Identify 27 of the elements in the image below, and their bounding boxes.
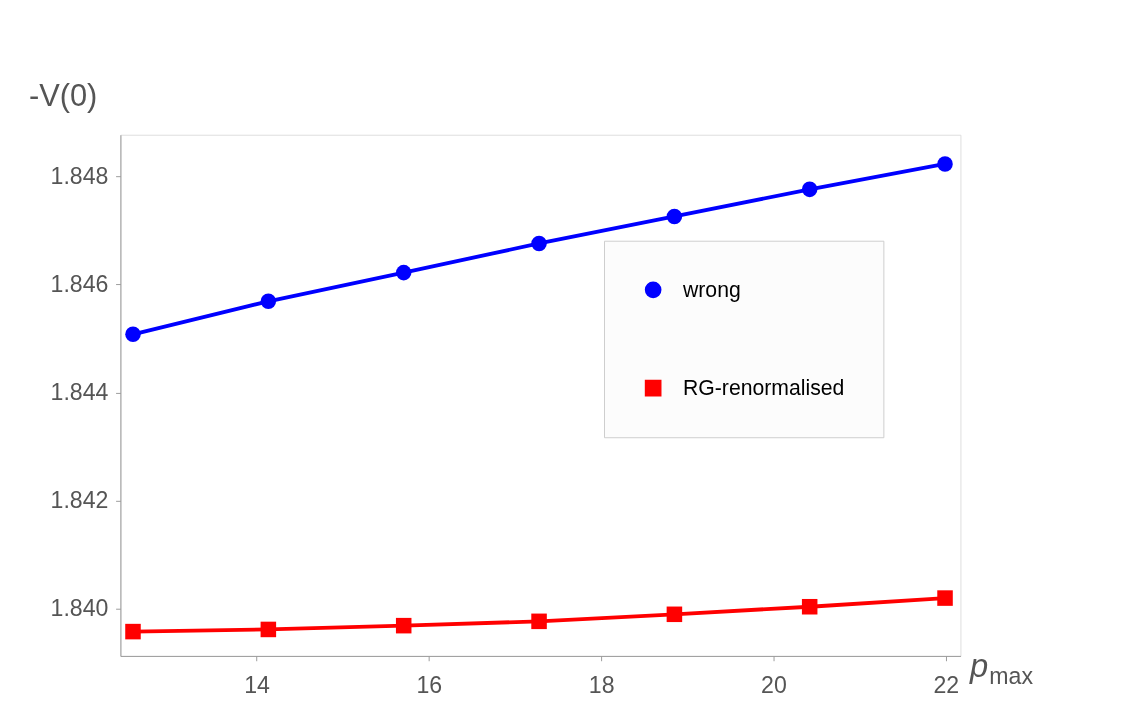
point xyxy=(937,156,953,172)
point xyxy=(666,606,683,623)
point xyxy=(125,326,141,343)
y-tick-label: 1.848 xyxy=(50,162,109,189)
point xyxy=(395,617,412,634)
point xyxy=(531,613,547,630)
point xyxy=(666,208,683,225)
x-tick-label: 14 xyxy=(244,672,271,699)
legend-label: RG-renormalised xyxy=(683,375,845,399)
y-axis-title: -V(0) xyxy=(28,77,98,113)
y-tick-label: 1.844 xyxy=(50,378,109,405)
x-tick-label: 18 xyxy=(588,672,615,699)
point xyxy=(260,621,277,638)
y-tick-label: 1.840 xyxy=(50,595,109,622)
point xyxy=(801,181,818,198)
point xyxy=(260,293,277,310)
y-tick-label: 1.846 xyxy=(50,270,109,297)
legend-label: wrong xyxy=(682,277,741,302)
point xyxy=(801,598,818,615)
point xyxy=(937,590,953,606)
point xyxy=(395,264,412,281)
point xyxy=(125,623,141,640)
point xyxy=(531,235,547,252)
x-tick-label: 16 xyxy=(416,672,443,699)
x-tick-label: 22 xyxy=(933,672,960,699)
x-tick-label: 20 xyxy=(761,672,787,699)
y-tick-label: 1.842 xyxy=(50,486,109,513)
